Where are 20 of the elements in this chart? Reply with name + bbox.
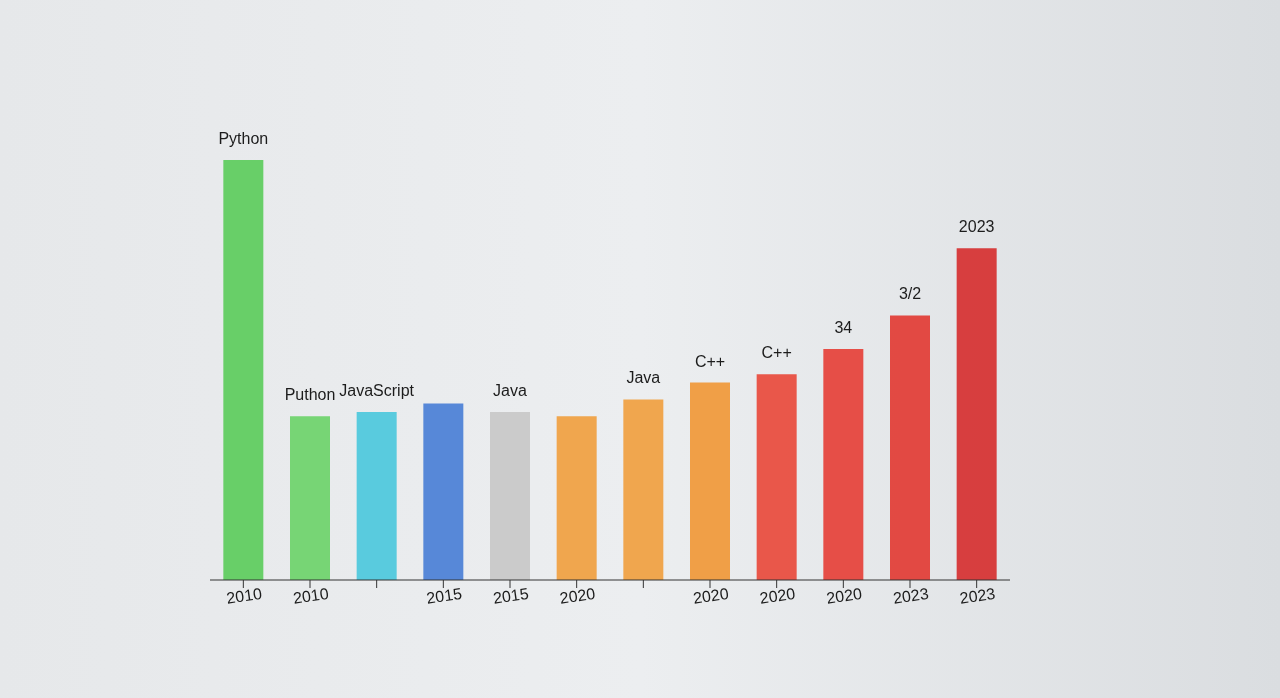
series-label: 34	[834, 319, 853, 336]
x-tick-label: 2020	[758, 584, 797, 607]
x-tick-label: 2010	[292, 584, 330, 607]
series-label: 3/2	[898, 285, 922, 303]
series-label: Java	[493, 382, 527, 399]
x-tick-label: 2020	[825, 584, 864, 607]
x-tick-label: 2015	[425, 584, 464, 607]
series-label: Puthon	[284, 386, 336, 404]
x-tick-label: 2020	[558, 584, 597, 607]
series-label: JavaScript	[339, 382, 415, 399]
series-label: C++	[761, 344, 792, 362]
series-label: Python	[218, 130, 269, 147]
x-tick-label: 2010	[225, 584, 264, 607]
series-label: 2023	[958, 218, 995, 236]
x-tick-label: 2020	[692, 584, 730, 607]
series-label: C++	[694, 352, 726, 370]
x-tick-label: 2015	[492, 584, 530, 607]
x-tick-label: 2023	[892, 584, 930, 607]
series-label: Java	[626, 369, 661, 387]
x-tick-label: 2023	[958, 584, 997, 607]
